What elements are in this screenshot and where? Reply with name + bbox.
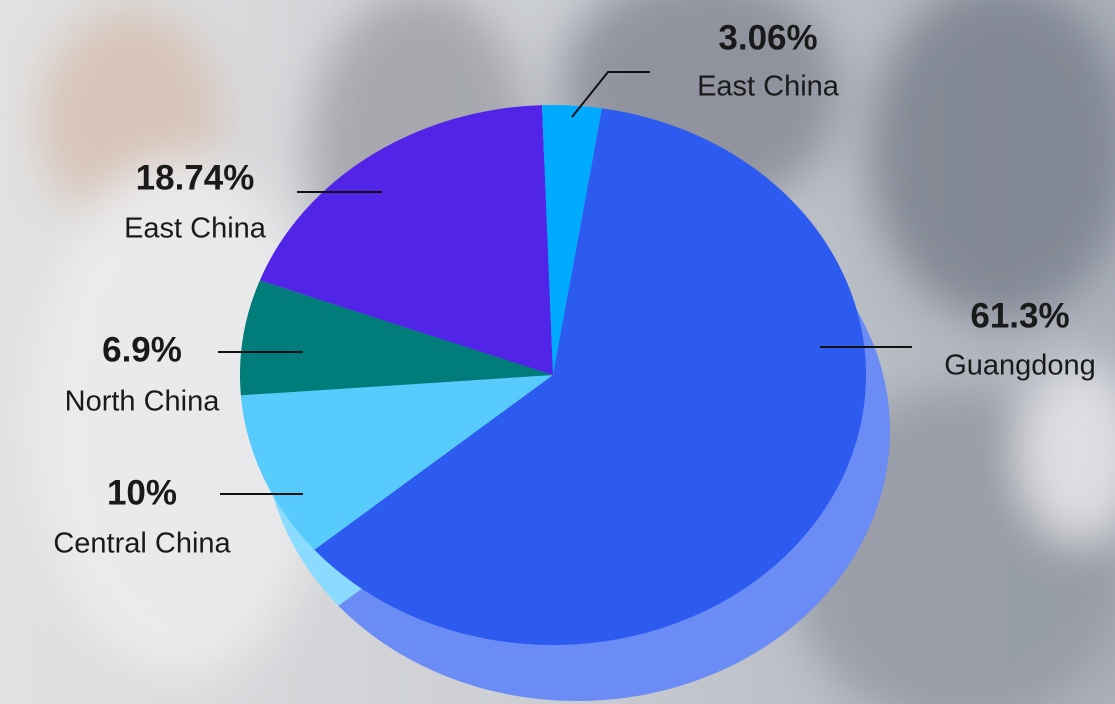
category-label: East China — [124, 213, 267, 245]
slice — [314, 108, 867, 645]
value-label: 3.06% — [718, 18, 817, 57]
category-label: Guangdong — [944, 350, 1096, 382]
value-label: 18.74% — [136, 158, 255, 197]
slice — [239, 280, 553, 396]
value-label: 61.3% — [970, 296, 1069, 335]
value-label: 10% — [107, 473, 177, 512]
leader-line — [571, 71, 650, 118]
category-label: North China — [65, 386, 221, 418]
category-label: Central China — [53, 528, 231, 560]
slice — [541, 105, 602, 375]
slice — [240, 375, 553, 550]
category-label: East China — [697, 71, 840, 103]
value-label: 6.9% — [102, 330, 182, 369]
slice — [259, 105, 553, 376]
